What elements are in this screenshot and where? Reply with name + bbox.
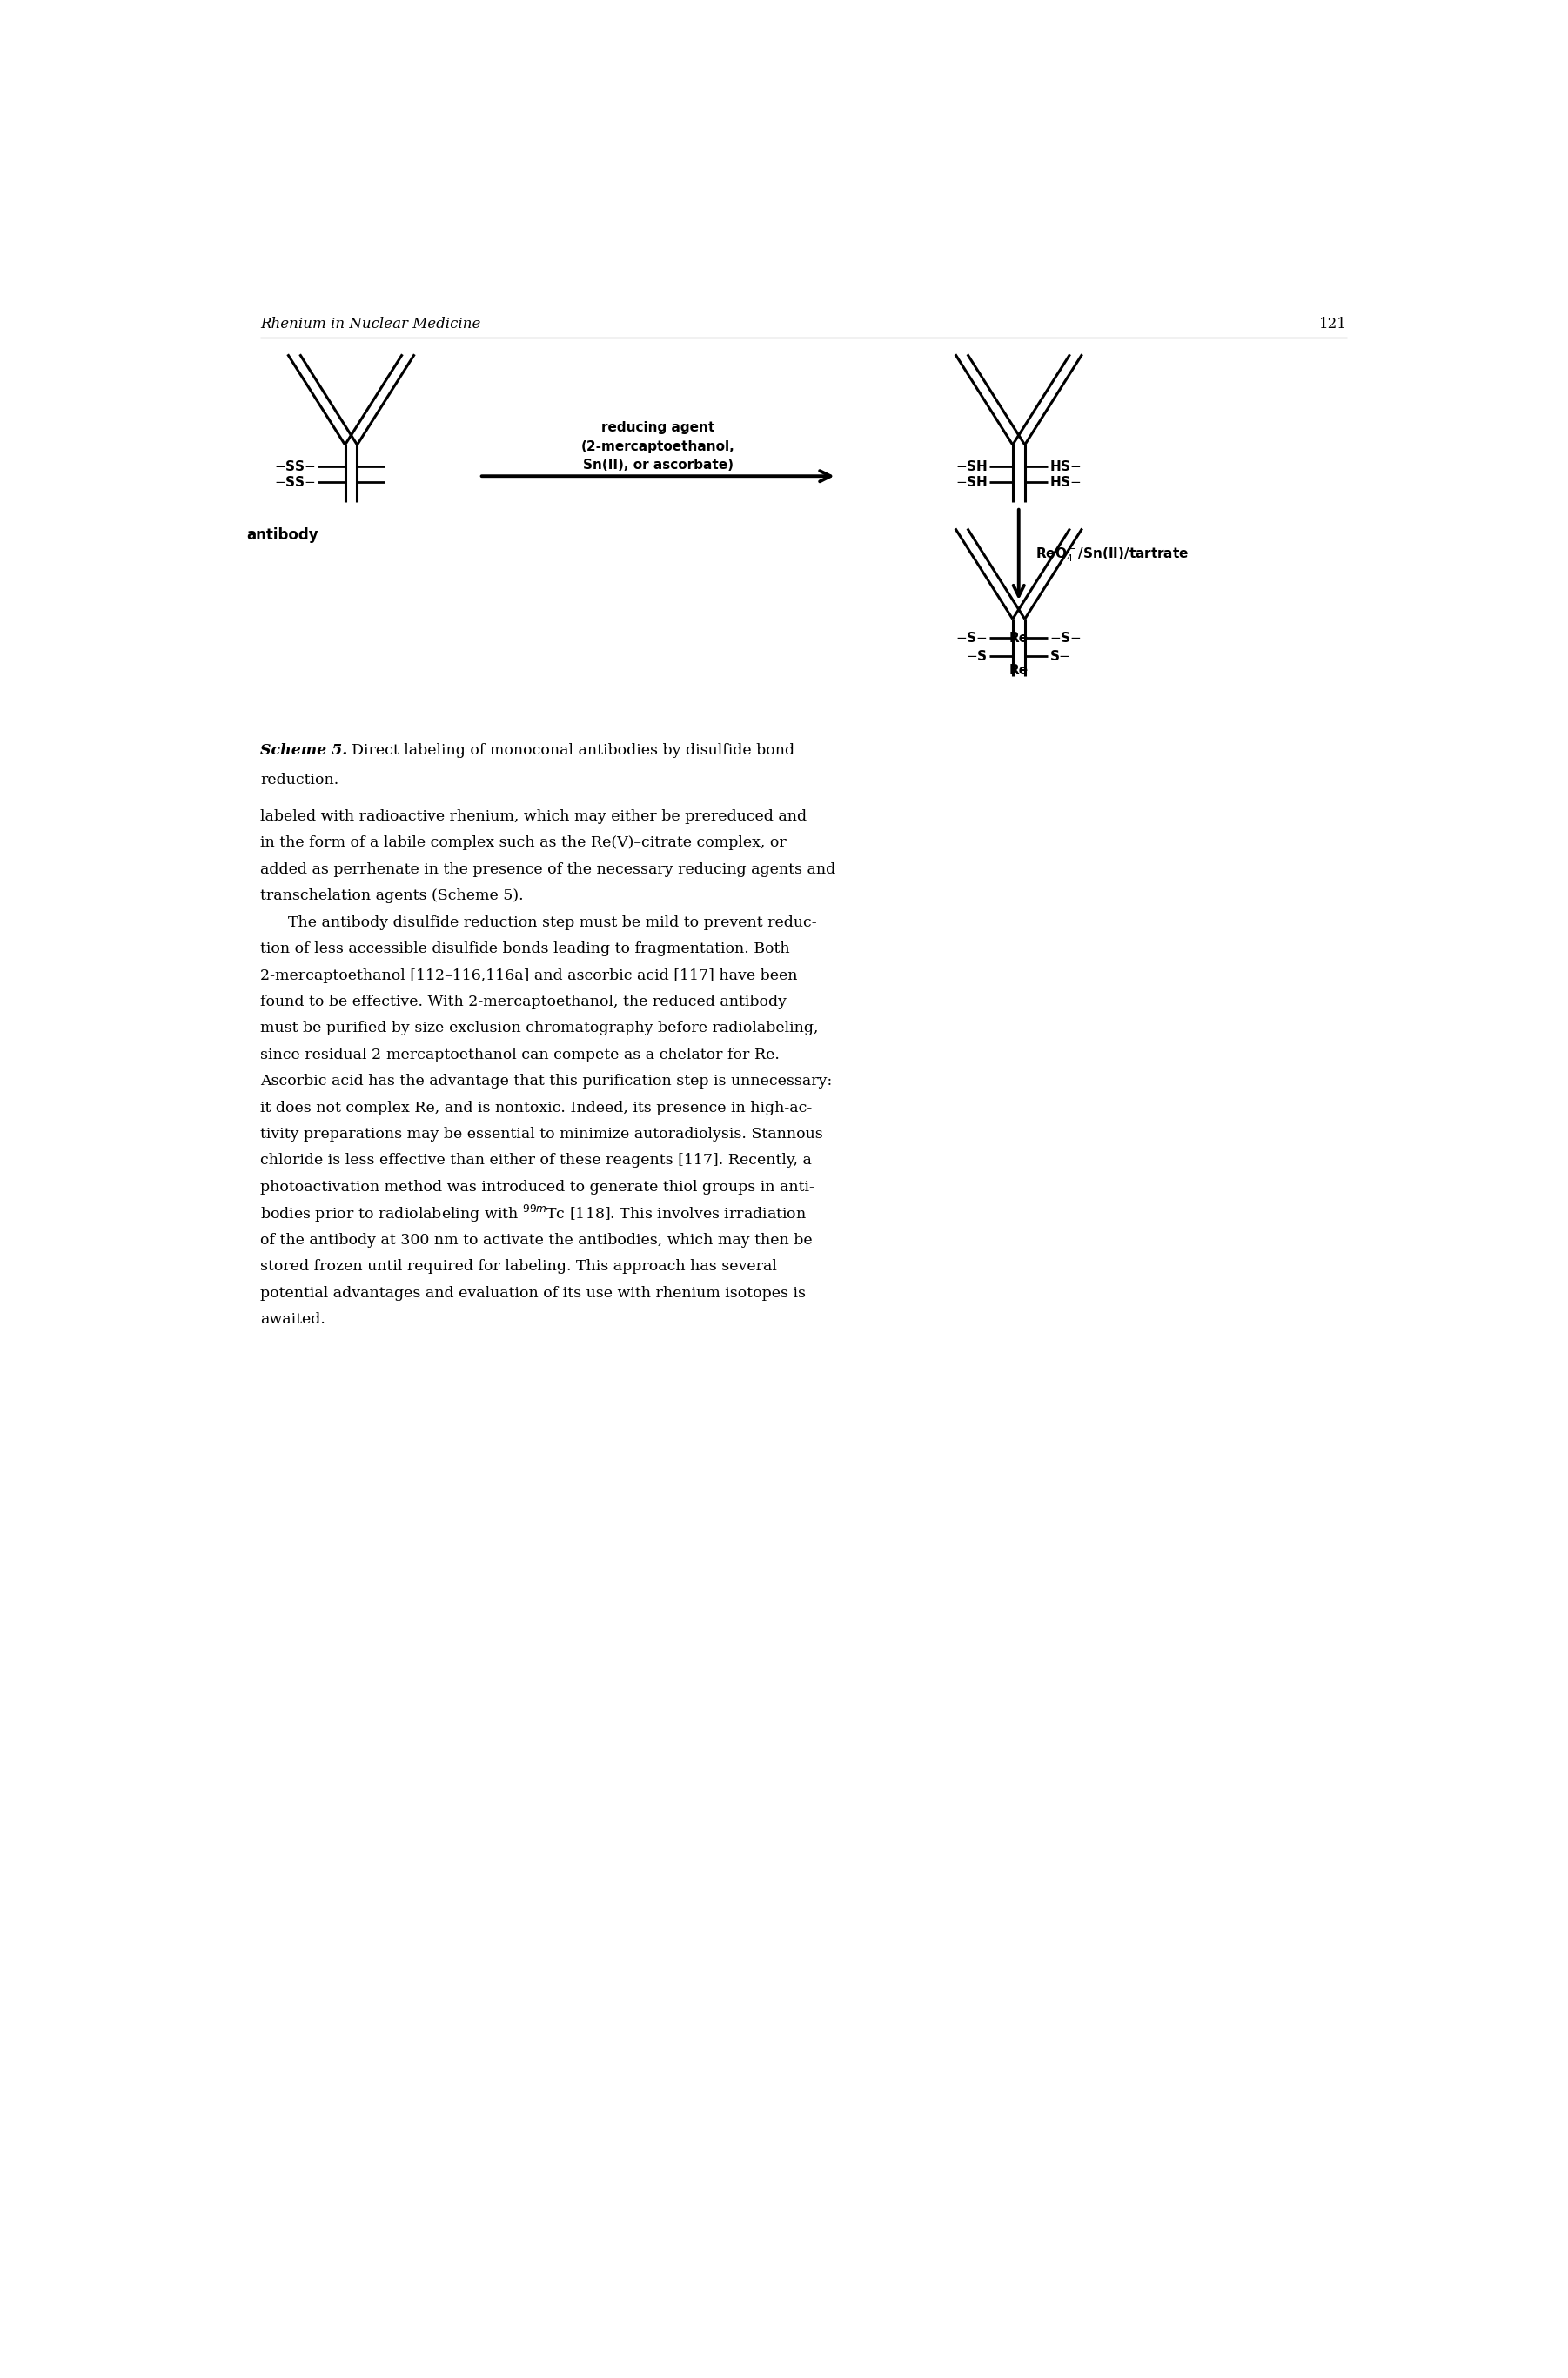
Text: HS$-$: HS$-$ <box>1049 476 1082 490</box>
Text: tion of less accessible disulfide bonds leading to fragmentation. Both: tion of less accessible disulfide bonds … <box>260 942 790 956</box>
Text: Direct labeling of monoconal antibodies by disulfide bond: Direct labeling of monoconal antibodies … <box>342 742 795 759</box>
Text: bodies prior to radiolabeling with $^{99m}$Tc [118]. This involves irradiation: bodies prior to radiolabeling with $^{99… <box>260 1203 806 1225</box>
Text: labeled with radioactive rhenium, which may either be prereduced and: labeled with radioactive rhenium, which … <box>260 809 806 825</box>
Text: 2-mercaptoethanol [112–116,116a] and ascorbic acid [117] have been: 2-mercaptoethanol [112–116,116a] and asc… <box>260 968 798 982</box>
Text: Re: Re <box>1010 630 1029 644</box>
Text: $-$S$-$: $-$S$-$ <box>955 630 988 644</box>
Text: photoactivation method was introduced to generate thiol groups in anti-: photoactivation method was introduced to… <box>260 1179 814 1194</box>
Text: potential advantages and evaluation of its use with rhenium isotopes is: potential advantages and evaluation of i… <box>260 1286 806 1301</box>
Text: chloride is less effective than either of these reagents [117]. Recently, a: chloride is less effective than either o… <box>260 1153 812 1168</box>
Text: in the form of a labile complex such as the Re(V)–citrate complex, or: in the form of a labile complex such as … <box>260 835 786 851</box>
Text: The antibody disulfide reduction step must be mild to prevent reduc-: The antibody disulfide reduction step mu… <box>289 916 817 930</box>
Text: found to be effective. With 2-mercaptoethanol, the reduced antibody: found to be effective. With 2-mercaptoet… <box>260 994 787 1008</box>
Text: $-$SH: $-$SH <box>955 476 988 490</box>
Text: $-$SS$-$: $-$SS$-$ <box>274 459 315 473</box>
Text: antibody: antibody <box>246 528 318 542</box>
Text: reducing agent: reducing agent <box>601 421 715 435</box>
Text: must be purified by size-exclusion chromatography before radiolabeling,: must be purified by size-exclusion chrom… <box>260 1020 818 1037</box>
Text: Re: Re <box>1010 663 1029 678</box>
Text: stored frozen until required for labeling. This approach has several: stored frozen until required for labelin… <box>260 1260 776 1275</box>
Text: of the antibody at 300 nm to activate the antibodies, which may then be: of the antibody at 300 nm to activate th… <box>260 1232 812 1248</box>
Text: transchelation agents (Scheme 5).: transchelation agents (Scheme 5). <box>260 889 524 904</box>
Text: Sn(II), or ascorbate): Sn(II), or ascorbate) <box>583 459 734 471</box>
Text: $-$SH: $-$SH <box>955 459 988 473</box>
Text: $-$S$-$: $-$S$-$ <box>1049 630 1082 644</box>
Text: ReO$_4^-$/Sn(II)/tartrate: ReO$_4^-$/Sn(II)/tartrate <box>1035 547 1189 564</box>
Text: Rhenium in Nuclear Medicine: Rhenium in Nuclear Medicine <box>260 316 480 331</box>
Text: reduction.: reduction. <box>260 773 339 787</box>
Text: added as perrhenate in the presence of the necessary reducing agents and: added as perrhenate in the presence of t… <box>260 863 836 877</box>
Text: since residual 2-mercaptoethanol can compete as a chelator for Re.: since residual 2-mercaptoethanol can com… <box>260 1046 779 1063</box>
Text: HS$-$: HS$-$ <box>1049 459 1082 473</box>
Text: S$-$: S$-$ <box>1049 649 1071 663</box>
Text: it does not complex Re, and is nontoxic. Indeed, its presence in high-ac-: it does not complex Re, and is nontoxic.… <box>260 1101 812 1115</box>
Text: awaited.: awaited. <box>260 1313 325 1327</box>
Text: (2-mercaptoethanol,: (2-mercaptoethanol, <box>582 440 735 454</box>
Text: Scheme 5.: Scheme 5. <box>260 742 347 759</box>
Text: Ascorbic acid has the advantage that this purification step is unnecessary:: Ascorbic acid has the advantage that thi… <box>260 1075 833 1089</box>
Text: $-$S: $-$S <box>966 649 988 663</box>
Text: 121: 121 <box>1319 316 1347 331</box>
Text: tivity preparations may be essential to minimize autoradiolysis. Stannous: tivity preparations may be essential to … <box>260 1127 823 1141</box>
Text: $-$SS$-$: $-$SS$-$ <box>274 476 315 490</box>
